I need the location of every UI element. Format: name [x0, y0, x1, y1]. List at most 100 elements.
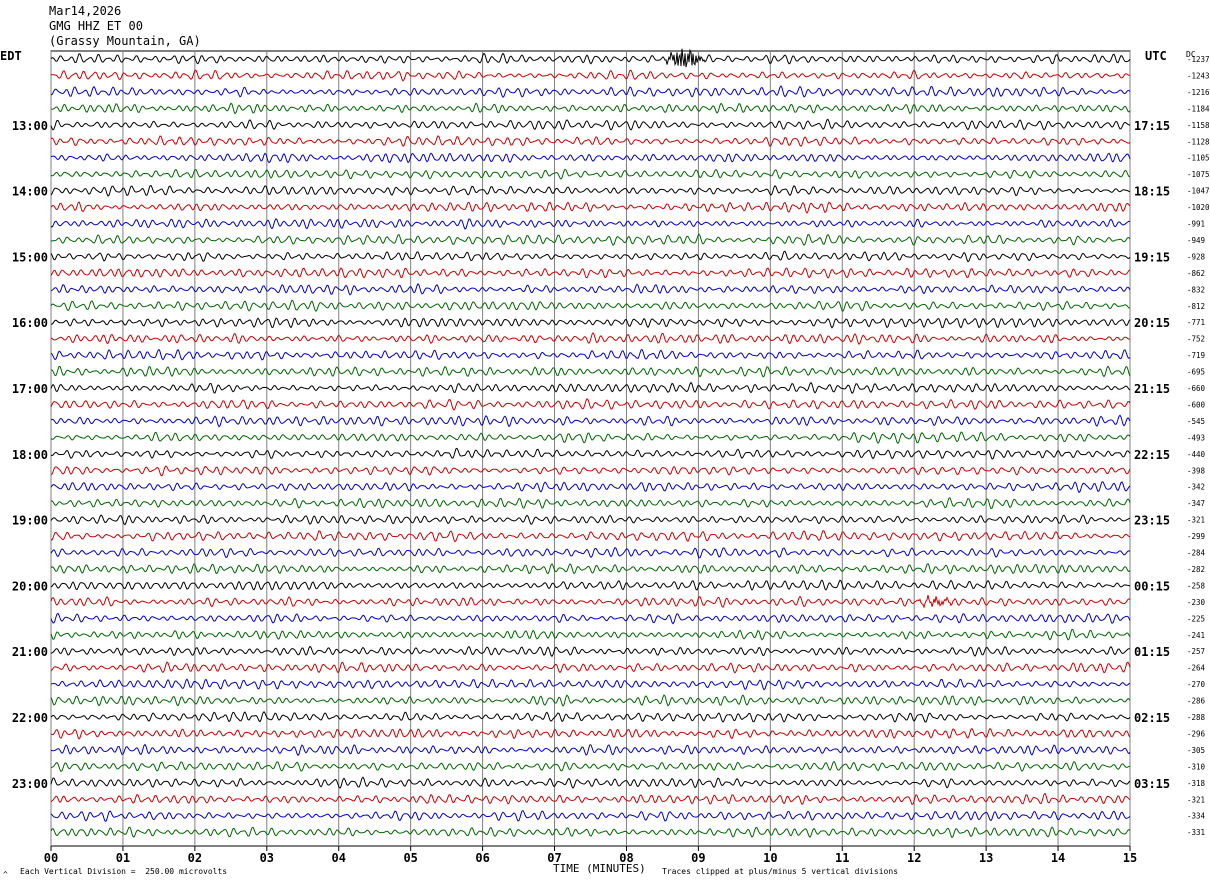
dc-offset-label: -928: [1187, 252, 1206, 261]
trace-row: [50, 678, 1131, 691]
left-time-label: 18:00: [12, 448, 48, 462]
dc-offset-label: -1184: [1187, 104, 1210, 113]
left-time-label: 22:00: [12, 711, 48, 725]
x-tick-label: 08: [619, 851, 633, 865]
scale-note: Each Vertical Division = 250.00 microvol…: [20, 867, 228, 876]
right-time-label: 02:15: [1134, 711, 1170, 725]
dc-offset-label: -862: [1187, 269, 1205, 278]
x-tick-label: 00: [44, 851, 58, 865]
trace-row: [50, 331, 1131, 346]
trace-row: [50, 250, 1131, 263]
right-time-label: 23:15: [1134, 514, 1170, 528]
trace-row: [50, 661, 1131, 674]
plot-frame: [50, 50, 1131, 847]
trace-row: [50, 826, 1131, 839]
dc-offset-label: -600: [1187, 400, 1206, 409]
trace-row: [50, 201, 1131, 214]
dc-offset-label: -1158: [1187, 121, 1210, 130]
dc-offset-label: -1047: [1187, 187, 1210, 196]
trace-row: [50, 595, 1131, 609]
trace-row: [50, 317, 1131, 329]
dc-offset-label: -310: [1187, 762, 1206, 771]
dc-offset-label: -752: [1187, 335, 1205, 344]
right-time-label: 00:15: [1134, 579, 1170, 593]
trace-row: [50, 365, 1131, 378]
trace-row: [50, 645, 1131, 658]
trace-row: [50, 168, 1131, 180]
trace-row: [50, 497, 1131, 510]
dc-offset-label: -284: [1187, 549, 1206, 558]
dc-offset-label: -225: [1187, 614, 1205, 623]
trace-row: [50, 628, 1131, 641]
dc-offset-label: -270: [1187, 680, 1206, 689]
x-tick-label: 03: [260, 851, 274, 865]
trace-row: [50, 267, 1131, 279]
dc-offset-label: -812: [1187, 302, 1205, 311]
dc-offset-label: -1216: [1187, 88, 1210, 97]
dc-offset-label: -1237: [1187, 55, 1210, 64]
dc-offset-label: -1128: [1187, 137, 1210, 146]
trace-row: [50, 727, 1131, 740]
corner-mark: ^: [3, 870, 8, 879]
left-timezone-label: EDT: [0, 49, 22, 63]
x-tick-label: 12: [907, 851, 921, 865]
right-time-label: 17:15: [1134, 119, 1170, 133]
dc-offset-label: -398: [1187, 466, 1206, 475]
trace-row: [50, 710, 1131, 723]
trace-row: [50, 743, 1131, 757]
dc-offset-label: -771: [1187, 318, 1205, 327]
trace-row: [50, 546, 1131, 559]
dc-offset-label: -660: [1187, 384, 1206, 393]
trace-row: [50, 465, 1131, 477]
dc-offset-label: -1105: [1187, 154, 1210, 163]
right-time-label: 03:15: [1134, 777, 1170, 791]
left-time-label: 13:00: [12, 119, 48, 133]
right-timezone-label: UTC: [1145, 49, 1167, 63]
x-tick-label: 01: [116, 851, 130, 865]
trace-row: [50, 481, 1131, 494]
dc-offset-label: -334: [1187, 812, 1206, 821]
label-layer: 00 01 02 03 04 05 06 07 08 09 10 11 12 13 14 15 -1237 -12…: [12, 55, 1210, 865]
dc-offset-label: -991: [1187, 220, 1205, 229]
trace-row: [50, 48, 1131, 68]
trace-row: [50, 398, 1131, 411]
dc-offset-label: -230: [1187, 598, 1206, 607]
left-time-label: 16:00: [12, 316, 48, 330]
trace-row: [50, 299, 1130, 312]
dc-offset-label: -299: [1187, 532, 1205, 541]
trace-row: [50, 562, 1131, 575]
right-time-label: 01:15: [1134, 645, 1170, 659]
x-tick-label: 15: [1123, 851, 1137, 865]
left-time-label: 23:00: [12, 777, 48, 791]
left-time-label: 21:00: [12, 645, 48, 659]
dc-offset-label: -949: [1187, 236, 1205, 245]
trace-row: [50, 233, 1131, 246]
trace-row: [50, 694, 1131, 707]
station-label: GMG HHZ ET 00: [49, 19, 143, 33]
trace-row: [50, 431, 1131, 445]
x-tick-label: 07: [547, 851, 561, 865]
right-time-label: 21:15: [1134, 382, 1170, 396]
trace-row: [50, 135, 1131, 148]
dc-offset-label: -286: [1187, 697, 1206, 706]
dc-offset-label: -1243: [1187, 71, 1210, 80]
trace-row: [50, 348, 1131, 361]
trace-row: [50, 579, 1131, 591]
dc-offset-label: -331: [1187, 828, 1205, 837]
x-tick-label: 06: [475, 851, 489, 865]
dc-offset-label: -347: [1187, 499, 1205, 508]
trace-row: [50, 612, 1131, 625]
dc-offset-label: -282: [1187, 565, 1205, 574]
right-time-label: 19:15: [1134, 250, 1170, 264]
dc-offset-label: -321: [1187, 795, 1205, 804]
grid-layer: [50, 50, 1131, 851]
dc-offset-label: -440: [1187, 450, 1206, 459]
trace-row: [50, 69, 1131, 82]
dc-offset-label: -342: [1187, 483, 1205, 492]
clip-note: Traces clipped at plus/minus 5 vertical …: [662, 867, 899, 876]
trace-row: [50, 85, 1131, 99]
trace-row: [50, 776, 1131, 789]
right-time-label: 18:15: [1134, 185, 1170, 199]
dc-offset-label: -264: [1187, 664, 1206, 673]
